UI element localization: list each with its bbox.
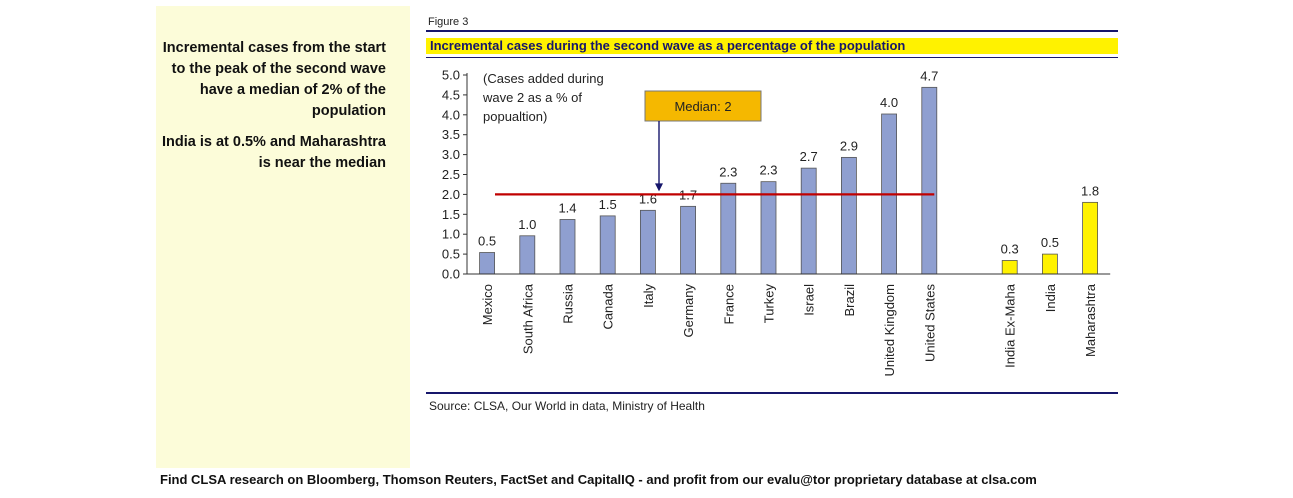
bar	[1001, 260, 1018, 275]
x-tick-label: Italy	[641, 284, 656, 308]
y-tick-label: 2.5	[442, 167, 460, 182]
x-tick-label: Turkey	[762, 284, 777, 324]
x-tick-label: Mexico	[480, 284, 495, 325]
chart-annotation-line: wave 2 as a % of	[482, 90, 582, 105]
x-tick-label: Russia	[561, 283, 576, 324]
y-tick-label: 3.0	[442, 147, 460, 162]
x-tick-label: Canada	[601, 283, 616, 329]
bar	[680, 205, 697, 275]
bar	[760, 181, 777, 275]
x-tick-label: Israel	[802, 284, 817, 316]
x-tick-label: France	[721, 284, 736, 324]
x-tick-label: United States	[922, 284, 937, 363]
bar	[639, 209, 656, 275]
bar-value-label: 1.8	[1081, 183, 1099, 198]
bar-value-label: 1.5	[599, 197, 617, 212]
source-note: Source: CLSA, Our World in data, Ministr…	[429, 399, 705, 413]
bar-value-label: 0.5	[1041, 235, 1059, 250]
chart-annotation-line: popualtion)	[483, 109, 547, 124]
median-callout-label: Median: 2	[674, 99, 731, 114]
y-tick-label: 0.5	[442, 247, 460, 262]
footer-disclaimer: Find CLSA research on Bloomberg, Thomson…	[160, 472, 1037, 487]
bar-value-label: 0.5	[478, 234, 496, 249]
y-tick-label: 5.0	[442, 68, 460, 83]
x-tick-label: Germany	[681, 284, 696, 338]
bar-chart: 0.0 0.5 1.0 1.5 2.0 2.5 3.0 3.5 4.0 4.5 5.0 0.5 Mexi…	[442, 68, 1111, 377]
chart-annotation-line: (Cases added during	[483, 71, 604, 86]
commentary-paragraph-1: Incremental cases from the start to the …	[162, 40, 386, 119]
bar	[720, 182, 737, 275]
bar-value-label: 4.7	[920, 68, 938, 83]
y-tick-label: 0.0	[442, 267, 460, 282]
x-tick-label: Brazil	[842, 284, 857, 317]
median-callout-box	[644, 90, 762, 122]
commentary-panel: Incremental cases from the start to the …	[156, 6, 410, 468]
bar	[1042, 253, 1058, 275]
bar	[599, 215, 616, 275]
x-tick-label: India	[1043, 283, 1058, 312]
bar-value-label: 4.0	[880, 95, 898, 110]
bar	[519, 235, 536, 275]
x-tick-label: South Africa	[520, 283, 535, 354]
bar-value-label: 0.3	[1001, 241, 1019, 256]
y-tick-label: 3.5	[442, 127, 460, 142]
figure-label: Figure 3	[428, 16, 469, 28]
bar-value-label: 2.3	[719, 164, 737, 179]
bar	[840, 156, 857, 275]
x-tick-label: India Ex-Maha	[1003, 283, 1018, 368]
bar	[1082, 201, 1098, 275]
title-highlight	[426, 38, 1118, 54]
x-tick-label: United Kingdom	[882, 284, 897, 377]
bar-value-label: 2.9	[840, 138, 858, 153]
chart-bottom-rule	[426, 392, 1118, 394]
bar-value-label: 1.4	[558, 200, 576, 215]
x-tick-label: Maharashtra	[1083, 283, 1098, 357]
chart-title-band: Incremental cases during the second wave…	[426, 30, 1118, 58]
chart-title: Incremental cases during the second wave…	[430, 38, 906, 53]
commentary-text: Incremental cases from the start to the …	[156, 38, 386, 184]
y-tick-label: 4.0	[442, 107, 460, 122]
bar	[479, 252, 495, 275]
bar	[921, 86, 938, 275]
median-arrow-head	[655, 183, 663, 192]
commentary-paragraph-2: India is at 0.5% and Maharashtra is near…	[161, 134, 386, 171]
bar-value-label: 1.0	[518, 217, 536, 232]
y-tick-label: 1.0	[442, 227, 460, 242]
bar	[559, 219, 576, 275]
bar-value-label: 2.3	[759, 163, 777, 178]
bar-value-label: 2.7	[800, 149, 818, 164]
y-tick-label: 1.5	[442, 207, 460, 222]
y-tick-label: 2.0	[442, 187, 460, 202]
bar	[800, 167, 817, 275]
y-tick-label: 4.5	[442, 87, 460, 102]
